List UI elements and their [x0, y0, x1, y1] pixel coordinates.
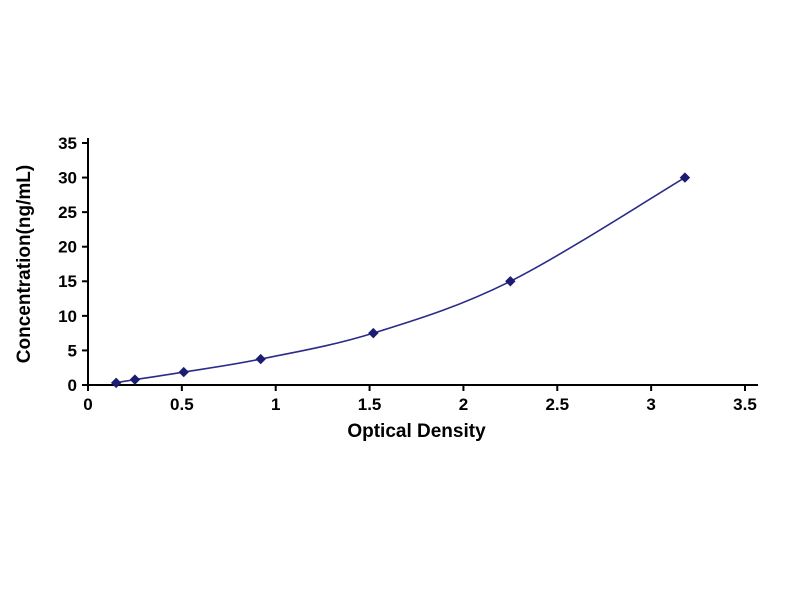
data-point-marker [129, 374, 141, 385]
data-point-marker [368, 327, 379, 339]
x-tick-label: 3.5 [733, 395, 757, 414]
x-tick-label: 1.5 [358, 395, 382, 414]
standard-curve-line [116, 176, 686, 384]
y-tick-label: 20 [58, 238, 77, 257]
data-point-marker [679, 172, 691, 183]
x-tick-label: 2.5 [545, 395, 569, 414]
y-tick-label: 30 [58, 169, 77, 188]
x-tick-label: 3 [646, 395, 655, 414]
y-tick-label: 5 [68, 341, 77, 360]
data-point-marker [110, 377, 122, 389]
x-tick-label: 0.5 [170, 395, 194, 414]
y-tick-label: 0 [68, 376, 77, 395]
y-axis-label: Concentration(ng/mL) [14, 165, 35, 363]
y-tick-label: 10 [58, 307, 77, 326]
x-tick-label: 2 [459, 395, 468, 414]
x-axis-label: Optical Density [347, 421, 486, 442]
data-point-marker [178, 366, 189, 378]
x-tick-label: 1 [271, 395, 280, 414]
x-tick-label: 0 [83, 395, 92, 414]
y-tick-label: 35 [58, 134, 77, 153]
plot-area: 0 0.5 1 1.5 2 2.5 3 3.5 0 5 10 15 20 25 30 35 [58, 134, 758, 414]
y-tick-label: 15 [58, 272, 77, 291]
data-point-marker [255, 353, 266, 365]
data-point-marker [505, 276, 516, 287]
y-tick-label: 25 [58, 203, 77, 222]
